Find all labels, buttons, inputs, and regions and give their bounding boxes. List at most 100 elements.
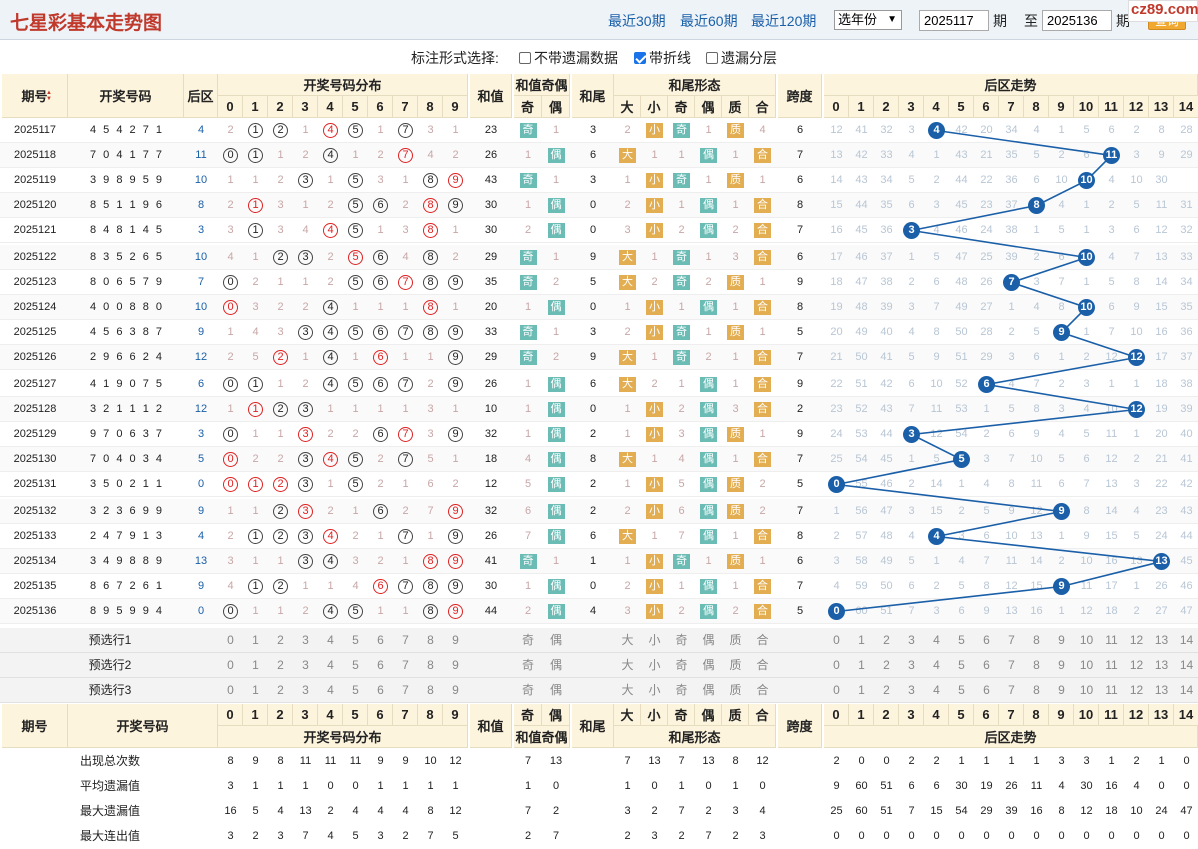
- predict-bt-cell[interactable]: 10: [1079, 633, 1094, 647]
- predict-dist-cell[interactable]: 3: [302, 683, 309, 697]
- predict-dist-cell[interactable]: 1: [252, 633, 259, 647]
- predict-dist-cell[interactable]: 3: [302, 633, 309, 647]
- predict-so-cell[interactable]: 偶: [549, 633, 562, 647]
- predict-bt-cell[interactable]: 7: [1008, 658, 1015, 672]
- predict-ts-cell[interactable]: 偶: [702, 633, 715, 647]
- predict-dist-cell[interactable]: 8: [427, 683, 434, 697]
- predict-bt-cell[interactable]: 13: [1154, 633, 1169, 647]
- predict-ts-cell[interactable]: 偶: [702, 683, 715, 697]
- predict-so-cell[interactable]: 奇: [521, 658, 534, 672]
- predict-bt-cell[interactable]: 1: [858, 683, 865, 697]
- predict-bt-cell[interactable]: 12: [1129, 683, 1144, 697]
- predict-bt-cell[interactable]: 14: [1179, 658, 1194, 672]
- predict-ts-cell[interactable]: 奇: [675, 633, 688, 647]
- predict-bt-cell[interactable]: 12: [1129, 633, 1144, 647]
- from-issue-input[interactable]: 2025117: [919, 10, 989, 31]
- predict-bt-cell[interactable]: 14: [1179, 683, 1194, 697]
- predict-dist-cell[interactable]: 1: [252, 658, 259, 672]
- year-select[interactable]: 选年份 ▼: [834, 10, 902, 30]
- predict-bt-cell[interactable]: 6: [983, 683, 990, 697]
- predict-bt-cell[interactable]: 13: [1154, 658, 1169, 672]
- predict-dist-cell[interactable]: 0: [227, 683, 234, 697]
- predict-bt-cell[interactable]: 14: [1179, 633, 1194, 647]
- predict-bt-cell[interactable]: 0: [833, 633, 840, 647]
- predict-ts-cell[interactable]: 质: [729, 633, 742, 647]
- predict-ts-cell[interactable]: 合: [756, 683, 769, 697]
- predict-ts-cell[interactable]: 小: [648, 658, 661, 672]
- predict-dist-cell[interactable]: 2: [277, 683, 284, 697]
- predict-dist-cell[interactable]: 8: [427, 658, 434, 672]
- predict-dist-cell[interactable]: 0: [227, 633, 234, 647]
- predict-dist-cell[interactable]: 5: [352, 683, 359, 697]
- predict-dist-cell[interactable]: 5: [352, 658, 359, 672]
- sort-icon[interactable]: ▲▼: [46, 90, 52, 102]
- predict-bt-cell[interactable]: 8: [1033, 658, 1040, 672]
- predict-so-cell[interactable]: 奇: [521, 633, 534, 647]
- predict-dist-cell[interactable]: 7: [402, 633, 409, 647]
- predict-so-cell[interactable]: 奇: [521, 683, 534, 697]
- predict-so-cell[interactable]: 偶: [549, 658, 562, 672]
- predict-ts-cell[interactable]: 大: [621, 683, 634, 697]
- predict-bt-cell[interactable]: 2: [883, 683, 890, 697]
- predict-ts-cell[interactable]: 大: [621, 633, 634, 647]
- predict-dist-cell[interactable]: 7: [402, 683, 409, 697]
- range-30-link[interactable]: 最近30期: [608, 13, 666, 29]
- predict-dist-cell[interactable]: 6: [377, 658, 384, 672]
- predict-bt-cell[interactable]: 7: [1008, 683, 1015, 697]
- predict-bt-cell[interactable]: 9: [1058, 633, 1065, 647]
- predict-bt-cell[interactable]: 3: [908, 683, 915, 697]
- predict-dist-cell[interactable]: 2: [277, 633, 284, 647]
- predict-bt-cell[interactable]: 2: [883, 633, 890, 647]
- predict-bt-cell[interactable]: 10: [1079, 658, 1094, 672]
- checkbox-icon[interactable]: [519, 52, 531, 64]
- predict-bt-cell[interactable]: 4: [933, 658, 940, 672]
- predict-bt-cell[interactable]: 12: [1129, 658, 1144, 672]
- predict-bt-cell[interactable]: 8: [1033, 683, 1040, 697]
- range-120-link[interactable]: 最近120期: [751, 13, 817, 29]
- predict-dist-cell[interactable]: 4: [327, 658, 334, 672]
- predict-bt-cell[interactable]: 3: [908, 633, 915, 647]
- predict-bt-cell[interactable]: 11: [1105, 658, 1118, 672]
- predict-bt-cell[interactable]: 5: [958, 633, 965, 647]
- predict-dist-cell[interactable]: 4: [327, 683, 334, 697]
- range-60-link[interactable]: 最近60期: [680, 13, 738, 29]
- predict-dist-cell[interactable]: 0: [227, 658, 234, 672]
- predict-ts-cell[interactable]: 质: [729, 683, 742, 697]
- predict-bt-cell[interactable]: 6: [983, 633, 990, 647]
- predict-bt-cell[interactable]: 7: [1008, 633, 1015, 647]
- predict-bt-cell[interactable]: 9: [1058, 658, 1065, 672]
- predict-ts-cell[interactable]: 合: [756, 633, 769, 647]
- predict-ts-cell[interactable]: 质: [729, 658, 742, 672]
- predict-bt-cell[interactable]: 0: [833, 658, 840, 672]
- predict-dist-cell[interactable]: 8: [427, 633, 434, 647]
- predict-so-cell[interactable]: 偶: [549, 683, 562, 697]
- predict-dist-cell[interactable]: 1: [252, 683, 259, 697]
- predict-bt-cell[interactable]: 13: [1154, 683, 1169, 697]
- predict-ts-cell[interactable]: 奇: [675, 683, 688, 697]
- predict-dist-cell[interactable]: 6: [377, 633, 384, 647]
- predict-bt-cell[interactable]: 10: [1079, 683, 1094, 697]
- option-polyline[interactable]: 带折线: [634, 48, 691, 68]
- predict-bt-cell[interactable]: 2: [883, 658, 890, 672]
- predict-bt-cell[interactable]: 5: [958, 658, 965, 672]
- predict-ts-cell[interactable]: 小: [648, 683, 661, 697]
- predict-dist-cell[interactable]: 2: [277, 658, 284, 672]
- predict-ts-cell[interactable]: 大: [621, 658, 634, 672]
- predict-bt-cell[interactable]: 5: [958, 683, 965, 697]
- predict-bt-cell[interactable]: 11: [1105, 683, 1118, 697]
- predict-dist-cell[interactable]: 9: [452, 683, 459, 697]
- predict-dist-cell[interactable]: 5: [352, 633, 359, 647]
- predict-ts-cell[interactable]: 合: [756, 658, 769, 672]
- checkbox-checked-icon[interactable]: [634, 52, 646, 64]
- predict-ts-cell[interactable]: 小: [648, 633, 661, 647]
- predict-bt-cell[interactable]: 6: [983, 658, 990, 672]
- predict-dist-cell[interactable]: 4: [327, 633, 334, 647]
- predict-bt-cell[interactable]: 1: [858, 633, 865, 647]
- predict-bt-cell[interactable]: 1: [858, 658, 865, 672]
- predict-ts-cell[interactable]: 偶: [702, 658, 715, 672]
- predict-bt-cell[interactable]: 3: [908, 658, 915, 672]
- predict-bt-cell[interactable]: 9: [1058, 683, 1065, 697]
- predict-dist-cell[interactable]: 7: [402, 658, 409, 672]
- predict-bt-cell[interactable]: 11: [1105, 633, 1118, 647]
- option-layered[interactable]: 遗漏分层: [706, 48, 777, 68]
